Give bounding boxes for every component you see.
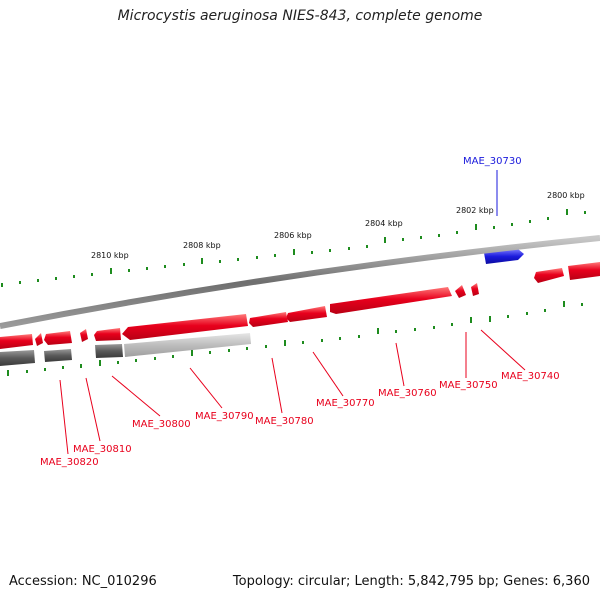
gene-mae-30830[interactable] [0,334,33,349]
gene-mae-30740[interactable] [568,262,600,280]
gene-label-mae-30770[interactable]: MAE_30770 [316,398,375,409]
kbp-label-2802: 2802 kbp [456,206,494,215]
kbp-label-2810: 2810 kbp [91,251,129,260]
gene-mae-30780[interactable] [249,312,288,327]
gene-label-mae-30820[interactable]: MAE_30820 [40,457,99,468]
kbp-label-2806: 2806 kbp [274,231,312,240]
kbp-label-2804: 2804 kbp [365,219,403,228]
gene-mae-30760[interactable] [330,287,452,314]
upper-scale-ticks [1,209,586,287]
gene-mae-30770[interactable] [286,306,327,322]
kbp-label-2800: 2800 kbp [547,191,585,200]
gene-label-mae-30780[interactable]: MAE_30780 [255,416,314,427]
gene-label-mae-30790[interactable]: MAE_30790 [195,411,254,422]
kbp-label-2808: 2808 kbp [183,241,221,250]
leader-lines [59,170,526,455]
gene-label-mae-30810[interactable]: MAE_30810 [73,444,132,455]
gene-mae-30740b[interactable] [534,268,564,283]
genome-backbone [0,235,600,329]
gene-mae-30810[interactable] [80,329,88,342]
topology-text: Topology: circular; Length: 5,842,795 bp… [232,574,590,589]
gene-mae-30790[interactable] [122,314,248,340]
gene-mae-30800[interactable] [94,328,121,341]
gene-label-mae-30760[interactable]: MAE_30760 [378,388,437,399]
gene-label-mae-30740[interactable]: MAE_30740 [501,371,560,382]
inner-features [0,333,251,366]
accession-text: Accession: NC_010296 [9,574,157,589]
genome-title: Microcystis aeruginosa NIES-843, complet… [117,8,483,24]
gene-mae-30820b[interactable] [35,333,43,346]
gene-label-mae-30750[interactable]: MAE_30750 [439,380,498,391]
forward-genes [0,262,600,349]
gene-label-mae-30730[interactable]: MAE_30730 [463,156,522,167]
lower-scale-ticks [7,301,583,376]
gene-label-mae-30800[interactable]: MAE_30800 [132,419,191,430]
gene-mae-30820[interactable] [44,331,72,345]
gene-mae-30750b[interactable] [455,285,466,298]
gene-mae-30750[interactable] [471,283,479,296]
